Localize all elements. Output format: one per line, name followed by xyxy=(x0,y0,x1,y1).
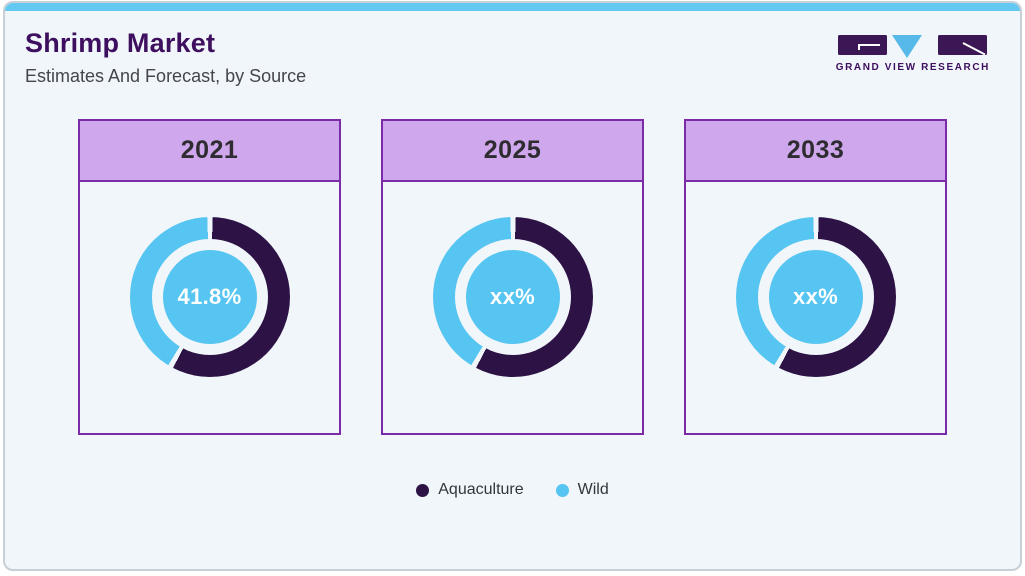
wild-color-dot xyxy=(555,483,569,497)
card-year-label: 2021 xyxy=(180,136,239,164)
card-header-2021: 2021 xyxy=(80,121,339,182)
top-accent-bar xyxy=(5,3,1020,11)
legend-label-aquaculture: Aquaculture xyxy=(438,481,524,498)
card-header-2033: 2033 xyxy=(686,121,945,182)
card-year-label: 2033 xyxy=(786,136,845,164)
donut-center-label: 41.8% xyxy=(177,284,242,309)
gvr-logo: GRAND VIEW RESEARCH xyxy=(836,32,990,73)
legend-item-aquaculture: Aquaculture xyxy=(416,481,524,499)
card-body-2021: 41.8% xyxy=(80,182,339,437)
card-year-label: 2025 xyxy=(483,136,542,164)
year-card-2033: 2033 xx% xyxy=(684,119,947,435)
aquaculture-color-dot xyxy=(416,483,430,497)
title-block: Shrimp Market Estimates And Forecast, by… xyxy=(25,28,306,87)
donut-center-circle: 41.8% xyxy=(162,250,257,344)
donut-chart-2021: 41.8% xyxy=(129,217,290,377)
card-body-2033: xx% xyxy=(686,182,945,437)
donut-center-circle: xx% xyxy=(465,250,560,344)
year-card-2025: 2025 xx% xyxy=(381,119,644,435)
year-cards-row: 2021 41.8% 2025 xx% xyxy=(5,119,1020,435)
donut-center-label: xx% xyxy=(490,284,535,309)
legend: Aquaculture Wild xyxy=(5,481,1020,499)
gvr-logo-text: GRAND VIEW RESEARCH xyxy=(835,62,990,73)
legend-item-wild: Wild xyxy=(555,481,609,499)
header: Shrimp Market Estimates And Forecast, by… xyxy=(5,11,1020,87)
page-subtitle: Estimates And Forecast, by Source xyxy=(25,66,307,86)
infographic-frame: Shrimp Market Estimates And Forecast, by… xyxy=(3,1,1022,571)
card-header-2025: 2025 xyxy=(383,121,642,182)
card-body-2025: xx% xyxy=(383,182,642,437)
donut-center-circle: xx% xyxy=(768,250,863,344)
legend-label-wild: Wild xyxy=(577,481,609,498)
donut-chart-2025: xx% xyxy=(432,217,593,377)
gvr-logo-mark xyxy=(838,35,988,58)
page-title: Shrimp Market xyxy=(25,28,216,58)
donut-chart-2033: xx% xyxy=(735,217,896,377)
donut-center-label: xx% xyxy=(793,284,838,309)
year-card-2021: 2021 41.8% xyxy=(78,119,341,435)
